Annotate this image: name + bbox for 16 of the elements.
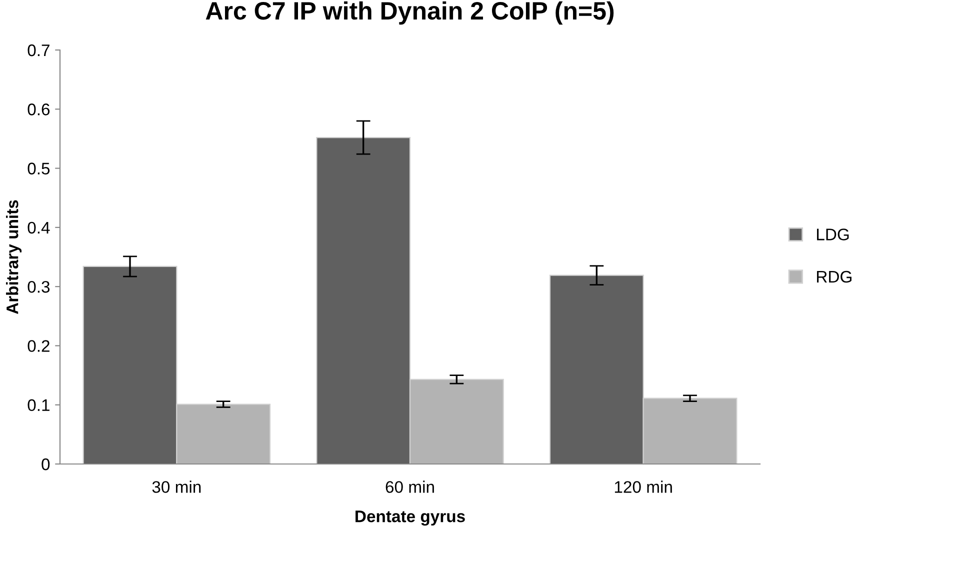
y-tick-label: 0.1 [28, 399, 50, 412]
chart-title: Arc C7 IP with Dynain 2 CoIP (n=5) [206, 1, 614, 25]
y-tick-label: 0 [42, 458, 50, 470]
y-tick-label: 0.5 [28, 162, 50, 174]
y-axis-title: Arbitrary units [6, 200, 22, 314]
x-axis-title: Dentate gyrus [356, 510, 465, 526]
y-tick-label: 0.2 [28, 340, 50, 352]
y-tick-label: 0.3 [28, 280, 50, 293]
x-tick-label: 30 min [152, 480, 201, 493]
y-tick-label: 0.4 [28, 222, 50, 234]
x-tick-label: 120 min [614, 480, 672, 493]
y-tick-label: 0.7 [28, 44, 50, 56]
legend-label: LDG [817, 228, 849, 240]
x-tick-label: 60 min [386, 480, 434, 493]
y-tick-label: 0.6 [28, 104, 50, 116]
legend-label: RDG [817, 270, 852, 283]
